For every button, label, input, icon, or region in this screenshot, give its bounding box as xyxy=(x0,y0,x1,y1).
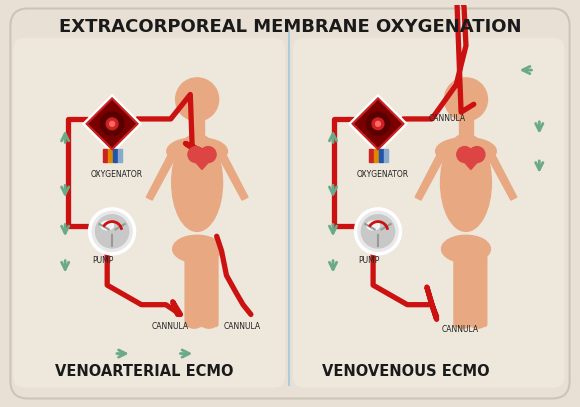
Circle shape xyxy=(361,215,394,248)
Text: PUMP: PUMP xyxy=(93,256,114,265)
Bar xyxy=(369,149,373,162)
Bar xyxy=(459,112,473,133)
Ellipse shape xyxy=(202,320,216,328)
Circle shape xyxy=(375,121,380,126)
Text: CANNULA: CANNULA xyxy=(151,322,188,330)
Bar xyxy=(113,149,117,162)
Ellipse shape xyxy=(101,221,114,230)
Bar xyxy=(118,149,122,162)
FancyBboxPatch shape xyxy=(13,38,285,388)
Bar xyxy=(108,149,112,162)
FancyBboxPatch shape xyxy=(184,243,204,327)
Ellipse shape xyxy=(187,320,201,328)
Bar xyxy=(103,149,107,162)
Ellipse shape xyxy=(173,235,222,263)
Circle shape xyxy=(188,147,204,162)
Text: OXYGENATOR: OXYGENATOR xyxy=(90,170,143,179)
Text: OXYGENATOR: OXYGENATOR xyxy=(357,170,408,179)
Ellipse shape xyxy=(456,320,470,328)
Polygon shape xyxy=(217,148,248,200)
Circle shape xyxy=(106,118,118,130)
Circle shape xyxy=(200,147,216,162)
FancyBboxPatch shape xyxy=(199,243,219,327)
Bar xyxy=(384,149,387,162)
Polygon shape xyxy=(458,155,484,169)
FancyBboxPatch shape xyxy=(293,38,565,388)
Polygon shape xyxy=(415,148,447,200)
Circle shape xyxy=(457,147,473,162)
Circle shape xyxy=(100,112,124,136)
Polygon shape xyxy=(146,148,177,200)
Circle shape xyxy=(469,147,485,162)
FancyBboxPatch shape xyxy=(453,243,473,327)
Polygon shape xyxy=(83,94,142,153)
Circle shape xyxy=(89,209,135,254)
Bar xyxy=(190,112,204,133)
Ellipse shape xyxy=(441,235,491,263)
Text: PUMP: PUMP xyxy=(358,256,380,265)
Text: CANNULA: CANNULA xyxy=(441,325,478,334)
Polygon shape xyxy=(353,98,404,149)
Circle shape xyxy=(110,121,114,126)
Bar xyxy=(374,149,378,162)
Polygon shape xyxy=(189,155,215,169)
Ellipse shape xyxy=(436,138,496,165)
Ellipse shape xyxy=(367,221,379,230)
FancyBboxPatch shape xyxy=(10,9,570,398)
Text: CANNULA: CANNULA xyxy=(429,114,466,123)
Ellipse shape xyxy=(441,133,491,231)
Circle shape xyxy=(96,215,129,248)
Circle shape xyxy=(372,118,384,130)
Bar xyxy=(379,149,383,162)
Circle shape xyxy=(176,78,219,121)
Text: VENOARTERIAL ECMO: VENOARTERIAL ECMO xyxy=(55,364,234,379)
Polygon shape xyxy=(86,98,137,149)
Polygon shape xyxy=(349,94,407,153)
Circle shape xyxy=(444,78,487,121)
FancyBboxPatch shape xyxy=(468,243,487,327)
Text: EXTRACORPOREAL MEMBRANE OXYGENATION: EXTRACORPOREAL MEMBRANE OXYGENATION xyxy=(59,18,521,36)
Circle shape xyxy=(356,209,400,254)
Ellipse shape xyxy=(471,320,484,328)
Ellipse shape xyxy=(172,133,223,231)
Circle shape xyxy=(366,112,390,136)
Polygon shape xyxy=(485,148,517,200)
Text: VENOVENOUS ECMO: VENOVENOUS ECMO xyxy=(322,364,490,379)
Ellipse shape xyxy=(167,138,227,165)
Text: CANNULA: CANNULA xyxy=(223,322,260,330)
